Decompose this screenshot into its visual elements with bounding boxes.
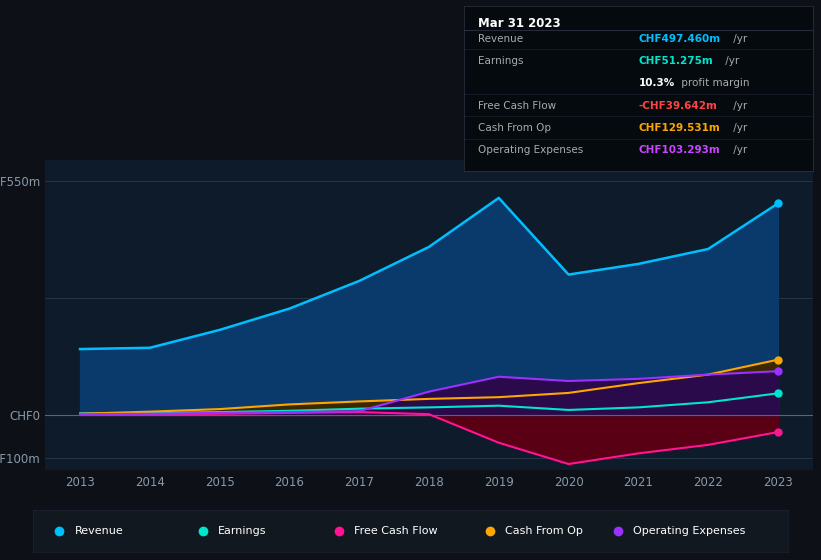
- Text: Revenue: Revenue: [75, 526, 123, 535]
- Text: Earnings: Earnings: [478, 56, 523, 66]
- Text: Cash From Op: Cash From Op: [478, 123, 551, 133]
- Text: CHF497.460m: CHF497.460m: [639, 34, 721, 44]
- Text: /yr: /yr: [730, 101, 747, 110]
- Text: Revenue: Revenue: [478, 34, 523, 44]
- Text: profit margin: profit margin: [678, 78, 750, 88]
- Text: Operating Expenses: Operating Expenses: [633, 526, 745, 535]
- Text: CHF51.275m: CHF51.275m: [639, 56, 713, 66]
- Text: Free Cash Flow: Free Cash Flow: [478, 101, 556, 110]
- Text: Earnings: Earnings: [218, 526, 266, 535]
- Text: Free Cash Flow: Free Cash Flow: [354, 526, 438, 535]
- Text: CHF129.531m: CHF129.531m: [639, 123, 720, 133]
- Text: CHF103.293m: CHF103.293m: [639, 145, 720, 155]
- Text: /yr: /yr: [730, 123, 747, 133]
- Text: 10.3%: 10.3%: [639, 78, 675, 88]
- Text: -CHF39.642m: -CHF39.642m: [639, 101, 718, 110]
- Text: /yr: /yr: [730, 145, 747, 155]
- Text: Operating Expenses: Operating Expenses: [478, 145, 583, 155]
- Text: /yr: /yr: [722, 56, 740, 66]
- Text: /yr: /yr: [730, 34, 747, 44]
- Text: Mar 31 2023: Mar 31 2023: [478, 17, 561, 30]
- Text: Cash From Op: Cash From Op: [505, 526, 583, 535]
